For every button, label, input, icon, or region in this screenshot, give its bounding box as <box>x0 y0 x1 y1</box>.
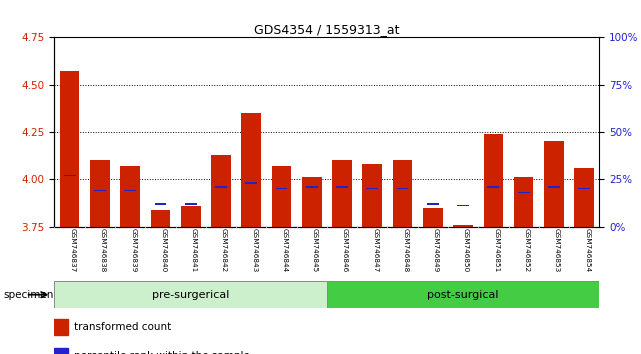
Text: GSM746850: GSM746850 <box>463 228 469 273</box>
Bar <box>332 160 352 227</box>
Bar <box>154 203 166 205</box>
Bar <box>302 177 322 227</box>
Bar <box>246 182 257 184</box>
Bar <box>548 186 560 188</box>
Bar <box>514 177 533 227</box>
Bar <box>54 319 67 335</box>
Text: GSM746841: GSM746841 <box>191 228 197 273</box>
Bar <box>397 188 408 189</box>
Bar <box>121 166 140 227</box>
Text: GSM746851: GSM746851 <box>494 228 499 273</box>
Text: GSM746848: GSM746848 <box>403 228 408 273</box>
Text: GSM746847: GSM746847 <box>372 228 378 273</box>
Bar <box>272 166 292 227</box>
Bar <box>151 210 171 227</box>
Text: GSM746845: GSM746845 <box>312 228 318 273</box>
Bar <box>54 281 327 308</box>
Text: GSM746852: GSM746852 <box>524 228 529 273</box>
Text: GSM746846: GSM746846 <box>342 228 348 273</box>
Bar <box>427 203 438 205</box>
Bar <box>336 186 348 188</box>
Text: GSM746840: GSM746840 <box>160 228 167 273</box>
Text: post-surgical: post-surgical <box>428 290 499 300</box>
Bar <box>578 188 590 189</box>
Text: GSM746854: GSM746854 <box>584 228 590 273</box>
Title: GDS4354 / 1559313_at: GDS4354 / 1559313_at <box>254 23 399 36</box>
Bar <box>276 188 287 189</box>
Text: GSM746844: GSM746844 <box>281 228 288 273</box>
Bar <box>94 190 106 191</box>
Bar <box>242 113 261 227</box>
Bar <box>423 208 443 227</box>
Bar <box>90 160 110 227</box>
Text: GSM746843: GSM746843 <box>251 228 257 273</box>
Bar <box>544 141 564 227</box>
Text: GSM746849: GSM746849 <box>433 228 439 273</box>
Bar <box>60 71 79 227</box>
Bar <box>367 188 378 189</box>
Bar <box>124 190 136 191</box>
Text: transformed count: transformed count <box>74 322 171 332</box>
Bar <box>483 134 503 227</box>
Bar <box>215 186 227 188</box>
Text: pre-surgerical: pre-surgerical <box>152 290 229 300</box>
Bar <box>574 168 594 227</box>
Bar <box>306 186 318 188</box>
Bar <box>362 164 382 227</box>
Bar <box>453 225 473 227</box>
Text: GSM746838: GSM746838 <box>100 228 106 273</box>
Bar <box>457 205 469 206</box>
Text: GSM746839: GSM746839 <box>130 228 136 273</box>
Bar <box>518 192 529 193</box>
Text: specimen: specimen <box>3 290 54 300</box>
Text: GSM746842: GSM746842 <box>221 228 227 273</box>
Bar <box>54 348 67 354</box>
Bar <box>393 160 412 227</box>
Text: GSM746853: GSM746853 <box>554 228 560 273</box>
Bar <box>63 175 76 176</box>
Bar <box>327 281 599 308</box>
Text: percentile rank within the sample: percentile rank within the sample <box>74 351 250 354</box>
Bar <box>181 206 201 227</box>
Bar <box>488 186 499 188</box>
Bar <box>185 203 197 205</box>
Text: GSM746837: GSM746837 <box>70 228 76 273</box>
Bar <box>211 155 231 227</box>
